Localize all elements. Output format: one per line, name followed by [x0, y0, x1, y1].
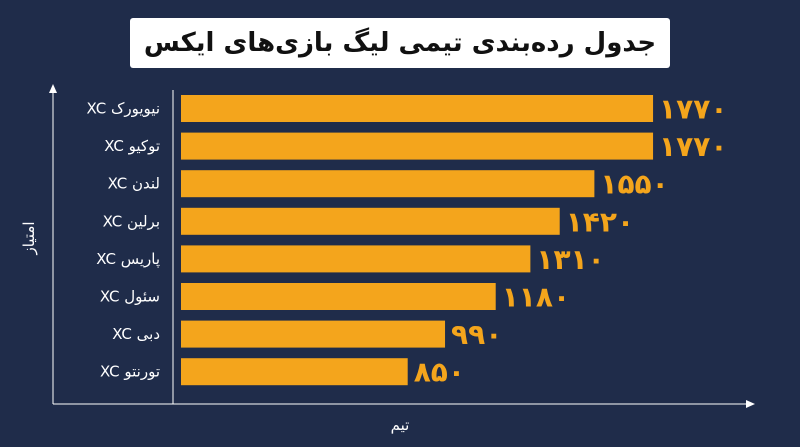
bar	[181, 207, 560, 235]
category-label: XC سئول	[100, 288, 160, 306]
value-label: ۱۳۱۰	[536, 243, 604, 276]
bar	[181, 320, 446, 348]
y-axis-title: امتیاز	[20, 221, 38, 255]
bar	[181, 95, 654, 122]
title-box: جدول رده‌بندی تیمی لیگ بازی‌های ایکس	[130, 18, 670, 68]
category-label: XC دبی	[112, 325, 160, 343]
bars-group	[181, 95, 654, 386]
bar	[181, 283, 496, 310]
value-label: ۱۷۷۰	[659, 130, 727, 163]
category-label: XC تورنتو	[100, 363, 160, 381]
x-axis-arrow	[746, 400, 755, 408]
bar	[181, 358, 408, 386]
labels-group: XC نیویورک ۱۷۷۰ XC توکیو ۱۷۷۰ XC لندن ۱۵۵۰ XC …	[87, 93, 728, 389]
bar	[181, 132, 654, 160]
bar	[181, 245, 531, 273]
category-label: XC نیویورک	[87, 100, 160, 118]
category-label: XC پاریس	[96, 250, 160, 269]
value-label: ۹۹۰	[451, 318, 502, 351]
y-axis-arrow	[49, 84, 57, 93]
chart-title: جدول رده‌بندی تیمی لیگ بازی‌های ایکس	[143, 28, 657, 58]
category-label: XC برلین	[103, 212, 160, 230]
value-label: ۸۵۰	[414, 356, 465, 389]
category-label: XC لندن	[108, 175, 160, 193]
value-label: ۱۱۸۰	[502, 281, 570, 314]
x-axis-title: تیم	[391, 416, 410, 434]
bar	[181, 170, 595, 198]
category-label: XC توکیو	[104, 137, 160, 155]
value-label: ۱۴۲۰	[566, 205, 634, 238]
value-label: ۱۵۵۰	[600, 168, 668, 201]
value-label: ۱۷۷۰	[659, 93, 727, 126]
